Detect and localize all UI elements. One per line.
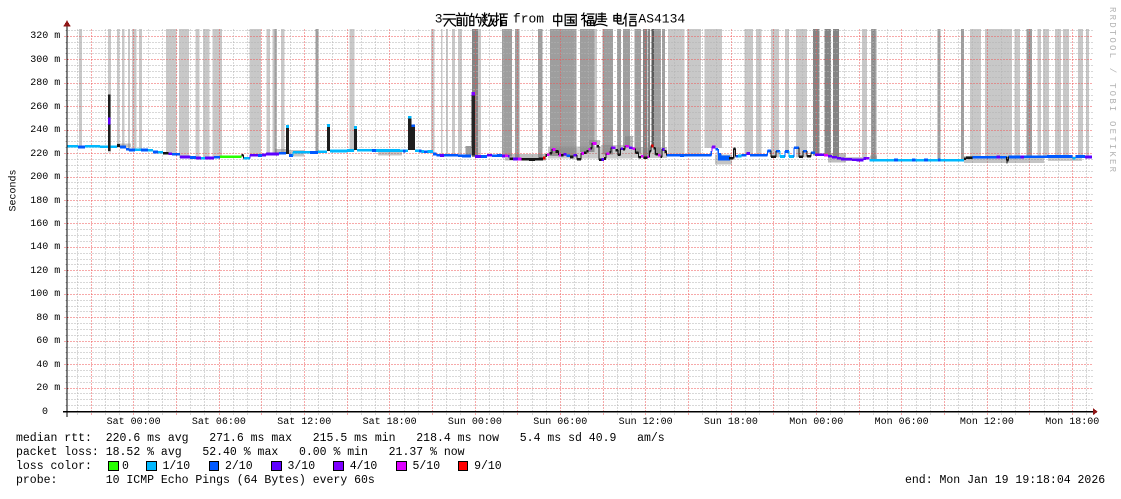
svg-text:3: 3 — [435, 11, 443, 26]
svg-text:from: from — [513, 11, 544, 26]
svg-text:AS4134: AS4134 — [638, 11, 685, 26]
